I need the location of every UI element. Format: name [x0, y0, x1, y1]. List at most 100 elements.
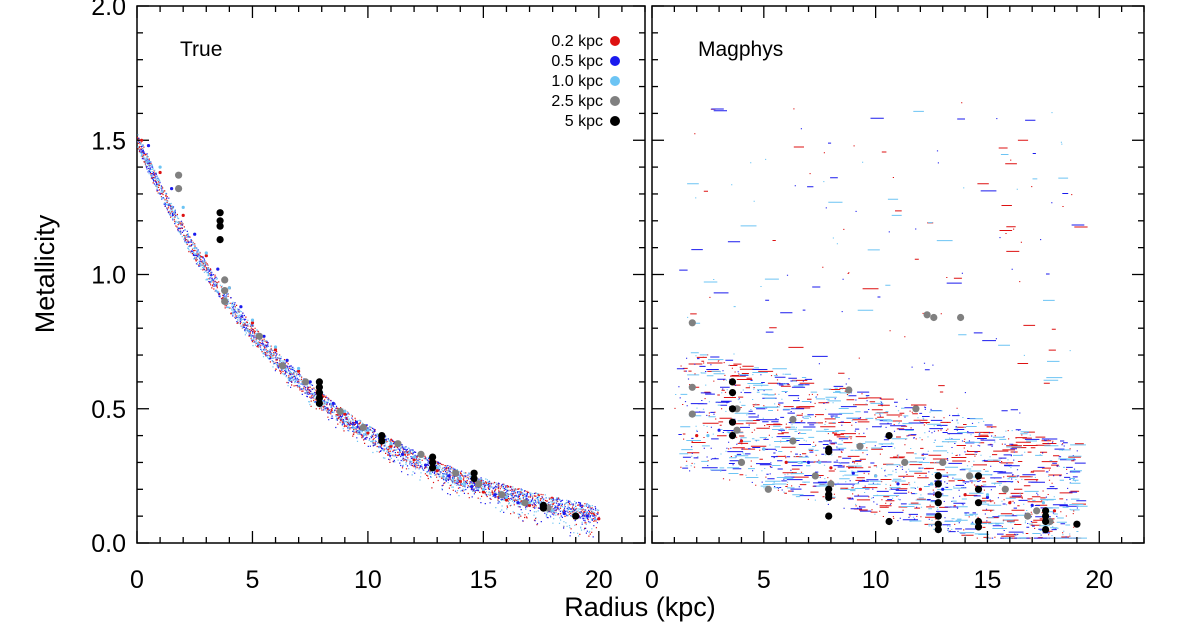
legend-label-0: 0.2 kpc [551, 33, 603, 50]
true-point-0-2-kpc [527, 503, 532, 507]
magphys-point-5-kpc [934, 499, 942, 507]
true-point-2-5-kpc [521, 499, 529, 507]
magphys-point-2-5-kpc [688, 410, 696, 418]
magphys-point-2-5-kpc [939, 458, 947, 466]
legend-marker-3 [610, 96, 620, 106]
true-point-2-5-kpc [475, 480, 483, 488]
legend-label-4: 5 kpc [565, 113, 603, 130]
true-point-0-2-kpc [250, 321, 255, 325]
true-point-0-5-kpc [285, 358, 289, 362]
legend-label-3: 2.5 kpc [551, 93, 603, 110]
true-point-5-kpc [378, 432, 386, 440]
magphys-point-0-5-kpc [985, 495, 990, 499]
true-point-5-kpc [216, 217, 224, 225]
true-point-5-kpc [539, 504, 548, 512]
true-point-2-5-kpc [221, 276, 229, 284]
magphys-point-2-5-kpc [856, 442, 864, 450]
true-point-0-5-kpc [562, 511, 566, 516]
magphys-point-5-kpc [1073, 520, 1081, 528]
true-point-5-kpc [429, 453, 437, 461]
magphys-cloud-1 [676, 108, 1087, 539]
magphys-point-0-2-kpc [784, 460, 788, 464]
x-axis-title: Radius (kpc) [564, 592, 716, 622]
true-point-2-5-kpc [359, 423, 367, 432]
magphys-point-0-2-kpc [739, 439, 744, 443]
legend-marker-0 [610, 36, 620, 46]
magphys-point-1-0-kpc [1041, 501, 1045, 505]
true-point-0-2-kpc [504, 498, 509, 502]
magphys-point-1-0-kpc [762, 447, 766, 451]
true-point-0-5-kpc [239, 305, 243, 309]
true-point-0-5-kpc [193, 232, 197, 236]
true-point-0-5-kpc [400, 452, 405, 456]
true-point-0-5-kpc [516, 501, 520, 505]
true-point-0-5-kpc [493, 493, 497, 497]
true-point-0-5-kpc [146, 144, 151, 148]
true-point-0-2-kpc [412, 458, 416, 462]
magphys-point-0-2-kpc [963, 493, 967, 497]
magphys-point-2-5-kpc [811, 472, 819, 480]
y-axis-title: Metallicity [30, 214, 60, 333]
x-tick-label: 5 [757, 566, 771, 594]
true-point-5-kpc [470, 475, 478, 483]
true-point-5-kpc [216, 236, 224, 244]
y-tick-label: 2.0 [91, 0, 126, 21]
x-tick-label: 10 [354, 566, 382, 594]
true-point-0-2-kpc [597, 517, 601, 521]
true-point-0-5-kpc [308, 380, 312, 384]
magphys-point-0-2-kpc [1052, 509, 1057, 513]
magphys-point-2-5-kpc [957, 313, 965, 322]
legend: 0.2 kpc 0.5 kpc 1.0 kpc 2.5 kpc 5 kpc [551, 33, 620, 130]
true-point-2-5-kpc [175, 171, 183, 179]
magphys-point-5-kpc [1042, 526, 1050, 534]
legend-label-1: 0.5 kpc [551, 53, 603, 70]
true-point-2-5-kpc [394, 440, 402, 448]
magphys-point-2-5-kpc [737, 458, 746, 466]
true-point-0-2-kpc [204, 254, 208, 258]
magphys-point-5-kpc [825, 485, 833, 493]
magphys-point-0-2-kpc [1008, 501, 1012, 505]
magphys-point-5-kpc [885, 517, 893, 526]
true-point-2-5-kpc [278, 362, 287, 370]
true-point-1-0-kpc [481, 487, 485, 491]
magphys-point-5-kpc [934, 472, 942, 480]
y-tick-label: 0.5 [91, 396, 126, 424]
magphys-point-0-5-kpc [717, 428, 721, 432]
magphys-point-1-0-kpc [874, 474, 878, 478]
true-point-0-5-kpc [424, 463, 428, 467]
magphys-point-2-5-kpc [827, 480, 835, 488]
magphys-point-2-5-kpc [688, 319, 696, 327]
magphys-point-5-kpc [974, 523, 983, 531]
magphys-point-2-5-kpc [912, 405, 920, 413]
true-point-2-5-kpc [452, 469, 460, 477]
magphys-point-2-5-kpc [845, 386, 853, 394]
true-point-0-2-kpc [435, 468, 439, 473]
magphys-point-5-kpc [974, 517, 983, 526]
magphys-point-2-5-kpc [966, 472, 974, 480]
y-tick-label: 1.0 [91, 262, 126, 290]
magphys-point-1-0-kpc [706, 434, 710, 438]
magphys-point-1-0-kpc [985, 493, 990, 497]
magphys-point-5-kpc [934, 512, 942, 520]
magphys-point-5-kpc [728, 378, 737, 386]
true-point-0-5-kpc [354, 420, 358, 424]
magphys-point-2-5-kpc [1033, 507, 1041, 515]
x-tick-label: 15 [469, 566, 497, 594]
true-point-1-0-kpc [435, 466, 439, 470]
true-point-5-kpc [378, 437, 386, 445]
magphys-point-5-kpc [934, 526, 942, 534]
true-point-5-kpc [315, 383, 323, 391]
true-point-2-5-kpc [336, 407, 344, 415]
true-point-0-2-kpc [158, 170, 162, 175]
magphys-point-5-kpc [825, 512, 833, 520]
magphys-point-5-kpc [1042, 507, 1050, 515]
x-tick-label: 10 [862, 566, 890, 594]
true-point-0-5-kpc [262, 334, 266, 338]
true-point-1-0-kpc [250, 318, 255, 322]
true-point-5-kpc [315, 378, 323, 386]
magphys-point-2-5-kpc [688, 383, 696, 391]
legend-marker-1 [610, 56, 620, 66]
magphys-point-2-5-kpc [1024, 512, 1032, 520]
true-cloud-0 [137, 137, 599, 537]
series-markers [140, 138, 1081, 534]
